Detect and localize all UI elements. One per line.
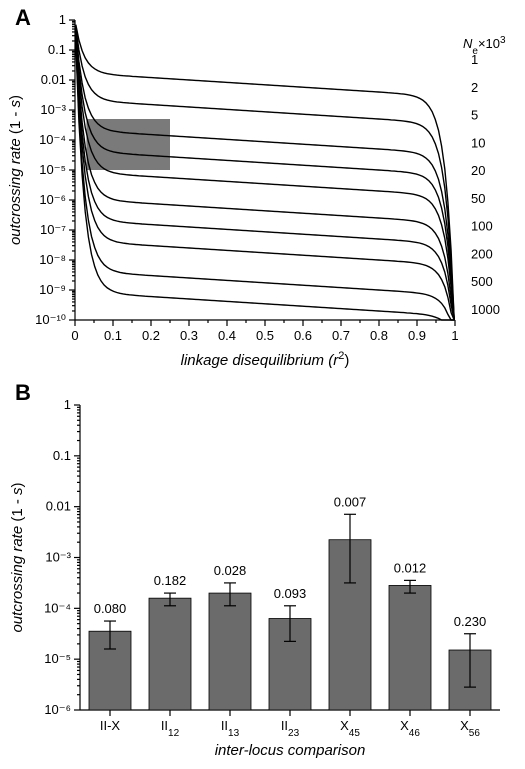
svg-text:10⁻¹⁰: 10⁻¹⁰ xyxy=(35,312,66,327)
svg-text:10⁻³: 10⁻³ xyxy=(40,102,66,117)
svg-text:0.6: 0.6 xyxy=(294,328,312,343)
panel-a-chart: 10⁻¹⁰ 10⁻⁹ 10⁻⁸ 10⁻⁷ 10⁻⁶ 10⁻⁵ 10⁻⁴ 10⁻³ 0.01 0.1… xyxy=(0,0,525,380)
svg-text:0.080: 0.080 xyxy=(94,601,127,616)
svg-text:0.028: 0.028 xyxy=(214,563,247,578)
svg-text:0.7: 0.7 xyxy=(332,328,350,343)
panel-b-chart: 10⁻⁶ 10⁻⁵ 10⁻⁴ 10⁻³ 0.01 0.1 1 II-X 0.080 II12 0.1… xyxy=(0,380,525,769)
svg-text:outcrossing rate (1 - s): outcrossing rate (1 - s) xyxy=(9,482,26,632)
panel-b-label: B xyxy=(15,380,31,406)
svg-text:0.012: 0.012 xyxy=(394,560,427,575)
svg-text:1: 1 xyxy=(471,52,478,67)
svg-text:0.5: 0.5 xyxy=(256,328,274,343)
svg-text:X56: X56 xyxy=(460,718,480,739)
svg-text:outcrossing rate (1 - s): outcrossing rate (1 - s) xyxy=(7,95,24,245)
svg-text:10⁻⁵: 10⁻⁵ xyxy=(39,162,66,177)
svg-text:0.230: 0.230 xyxy=(454,614,487,629)
svg-text:II23: II23 xyxy=(281,718,300,739)
svg-text:Ne×103: Ne×103 xyxy=(463,35,506,57)
svg-text:10⁻⁷: 10⁻⁷ xyxy=(40,222,66,237)
svg-text:10: 10 xyxy=(471,135,485,150)
panel-a: A 10⁻¹⁰ 10⁻⁹ 10⁻⁸ 10⁻⁷ 10⁻⁶ 10⁻⁵ 10⁻⁴ 10⁻³ 0.01 0… xyxy=(0,0,525,380)
figure: A 10⁻¹⁰ 10⁻⁹ 10⁻⁸ 10⁻⁷ 10⁻⁶ 10⁻⁵ 10⁻⁴ 10⁻³ 0.01 0… xyxy=(0,0,525,769)
svg-text:0.007: 0.007 xyxy=(334,494,367,509)
svg-text:0.182: 0.182 xyxy=(154,573,187,588)
svg-text:0.4: 0.4 xyxy=(218,328,236,343)
svg-text:10⁻³: 10⁻³ xyxy=(45,550,71,565)
svg-text:X45: X45 xyxy=(340,718,360,739)
svg-text:100: 100 xyxy=(471,219,493,234)
svg-text:linkage disequilibrium (r2): linkage disequilibrium (r2) xyxy=(181,350,350,369)
svg-text:10⁻⁴: 10⁻⁴ xyxy=(39,132,66,147)
svg-text:0.8: 0.8 xyxy=(370,328,388,343)
svg-text:0.1: 0.1 xyxy=(104,328,122,343)
svg-text:0.2: 0.2 xyxy=(142,328,160,343)
svg-text:10⁻⁹: 10⁻⁹ xyxy=(39,282,66,297)
svg-text:10⁻⁴: 10⁻⁴ xyxy=(44,600,71,615)
svg-text:II-X: II-X xyxy=(100,718,121,733)
panel-b: B 10⁻⁶ 10⁻⁵ 10⁻⁴ 10⁻³ 0.01 0.1 1 II-X 0.080 II12 0… xyxy=(0,380,525,769)
svg-text:0.3: 0.3 xyxy=(180,328,198,343)
svg-text:0.9: 0.9 xyxy=(408,328,426,343)
svg-text:1: 1 xyxy=(451,328,458,343)
svg-text:0.1: 0.1 xyxy=(53,448,71,463)
svg-text:1: 1 xyxy=(64,397,71,412)
svg-text:200: 200 xyxy=(471,246,493,261)
svg-text:0.093: 0.093 xyxy=(274,586,307,601)
svg-text:50: 50 xyxy=(471,191,485,206)
svg-text:5: 5 xyxy=(471,108,478,123)
svg-text:0.1: 0.1 xyxy=(48,42,66,57)
svg-text:10⁻⁵: 10⁻⁵ xyxy=(44,651,71,666)
svg-text:10⁻⁶: 10⁻⁶ xyxy=(44,702,71,717)
svg-text:0.01: 0.01 xyxy=(46,499,71,514)
svg-text:2: 2 xyxy=(471,80,478,95)
svg-text:1: 1 xyxy=(59,12,66,27)
svg-text:10⁻⁸: 10⁻⁸ xyxy=(39,252,66,267)
svg-text:II12: II12 xyxy=(161,718,180,739)
svg-text:20: 20 xyxy=(471,163,485,178)
svg-text:500: 500 xyxy=(471,274,493,289)
svg-text:1000: 1000 xyxy=(471,302,500,317)
panel-a-label: A xyxy=(15,5,31,31)
svg-text:II13: II13 xyxy=(221,718,240,739)
svg-text:X46: X46 xyxy=(400,718,420,739)
svg-text:0.01: 0.01 xyxy=(41,72,66,87)
svg-text:0: 0 xyxy=(71,328,78,343)
svg-text:inter-locus comparison: inter-locus comparison xyxy=(215,742,366,759)
svg-text:10⁻⁶: 10⁻⁶ xyxy=(39,192,66,207)
